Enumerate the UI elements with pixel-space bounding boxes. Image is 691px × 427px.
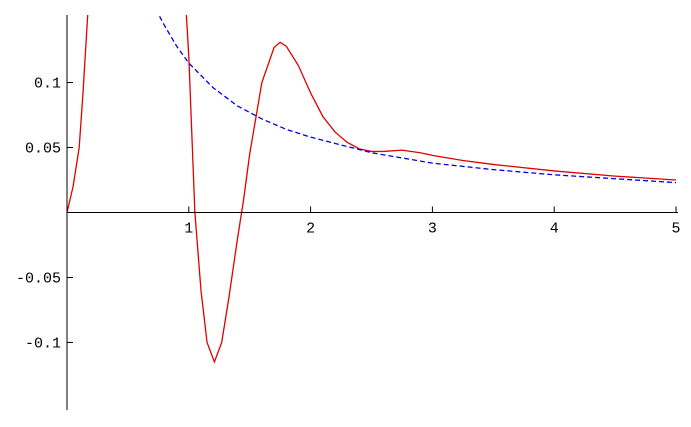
series-line (66, 15, 677, 364)
x-tick-label: 2 (306, 221, 315, 238)
plot-area (66, 15, 677, 364)
x-tick-label: 4 (550, 221, 559, 238)
y-tick-label: -0.1 (25, 335, 61, 352)
x-tick-label: 5 (671, 221, 680, 238)
x-tick-label: 1 (184, 221, 193, 238)
y-tick-label: 0.05 (25, 141, 61, 158)
y-tick-label: 0.1 (34, 76, 61, 93)
series-line (158, 15, 677, 184)
y-tick-label: -0.05 (16, 270, 61, 287)
x-tick-label: 3 (428, 221, 437, 238)
